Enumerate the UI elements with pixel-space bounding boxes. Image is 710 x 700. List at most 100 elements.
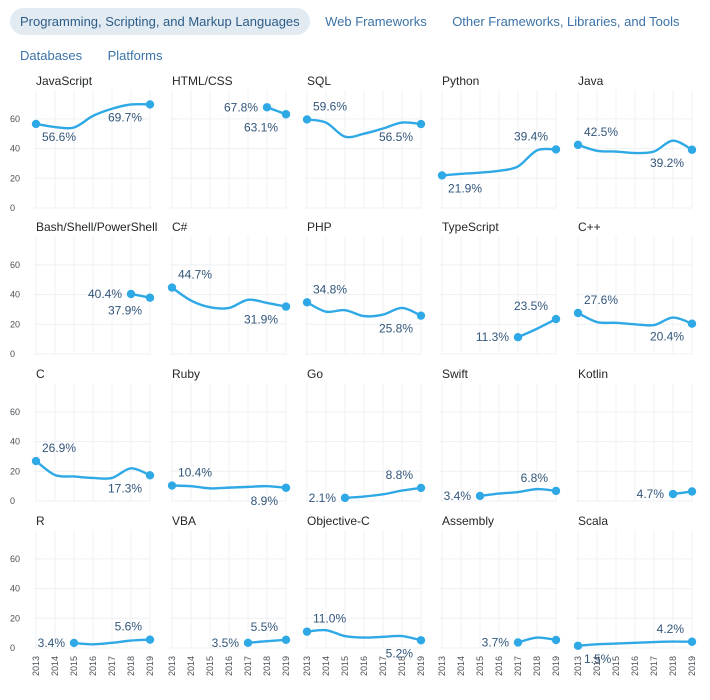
panel-title: HTML/CSS	[172, 74, 233, 88]
series-line	[72, 638, 152, 646]
start-point	[475, 491, 485, 501]
x-tick-label: 2018	[262, 656, 272, 676]
series-line	[34, 102, 152, 130]
x-tick-label: 2013	[302, 656, 312, 676]
series-line	[170, 286, 288, 310]
start-value-label: 3.7%	[482, 636, 510, 650]
end-value-label: 4.2%	[657, 622, 685, 636]
x-tick-label: 2019	[145, 656, 155, 676]
panel-php: PHP 34.8% 25.8%	[302, 220, 426, 355]
x-tick-label: 2015	[611, 656, 621, 676]
start-point	[243, 638, 253, 647]
start-point	[302, 115, 312, 124]
start-point	[31, 456, 41, 466]
panel-title: R	[36, 514, 45, 528]
end-point	[281, 635, 291, 645]
tab-databases[interactable]: Databases	[20, 48, 83, 63]
start-point	[126, 289, 136, 299]
tab-other-frameworks[interactable]: Other Frameworks, Libraries, and Tools	[452, 14, 680, 29]
small-multiples-chart: 0 20 40 60 JavaScript 56.6% 69.7% HTML/CSS 67.8%…	[10, 74, 697, 676]
x-tick-label: 2017	[649, 656, 659, 676]
start-value-label: 67.8%	[224, 100, 258, 114]
y-tick-label: 40	[10, 584, 20, 594]
panel-r: 0 20 40 60 2013 2014 2015 2016 2017 2018 2019 R 3.4%…	[10, 514, 155, 676]
x-tick-label: 2016	[359, 656, 369, 676]
end-value-label: 5.2%	[386, 646, 414, 660]
y-tick-label: 20	[10, 319, 20, 329]
panel-html-css: HTML/CSS 67.8% 63.1%	[170, 74, 291, 209]
x-tick-label: 2013	[437, 656, 447, 676]
x-tick-label: 2014	[456, 656, 466, 676]
panel-javascript: 0 20 40 60 JavaScript 56.6% 69.7%	[10, 74, 155, 213]
start-value-label: 34.8%	[313, 282, 347, 296]
end-point	[687, 637, 697, 646]
end-point	[551, 635, 561, 645]
panel-swift: Swift 3.4% 6.8%	[440, 367, 561, 503]
panel-title: TypeScript	[442, 220, 499, 234]
x-tick-label: 2014	[321, 656, 331, 676]
x-tick-label: 2014	[186, 656, 196, 676]
panel-title: PHP	[307, 220, 332, 234]
panel-title: Bash/Shell/PowerShell	[36, 220, 157, 234]
end-point	[416, 483, 426, 493]
start-value-label: 2.1%	[309, 491, 337, 505]
y-tick-label: 40	[10, 437, 20, 447]
series-line	[440, 147, 558, 177]
panel-title: Objective-C	[307, 514, 370, 528]
start-point	[167, 481, 177, 490]
x-tick-label: 2017	[107, 656, 117, 676]
x-tick-label: 2013	[573, 656, 583, 676]
start-value-label: 4.7%	[637, 487, 665, 501]
x-tick-label: 2014	[592, 656, 602, 676]
x-tick-label: 2018	[397, 656, 407, 676]
start-point	[302, 298, 312, 307]
panel-kotlin: Kotlin 4.7%	[576, 367, 697, 502]
panel-title: Go	[307, 367, 323, 381]
y-tick-label: 20	[10, 466, 20, 476]
end-point	[281, 483, 291, 492]
x-tick-label: 2017	[513, 656, 523, 676]
x-tick-label: 2015	[69, 656, 79, 676]
start-value-label: 40.4%	[88, 287, 122, 301]
tab-platforms[interactable]: Platforms	[107, 48, 163, 63]
tab-languages[interactable]: Programming, Scripting, and Markup Langu…	[10, 8, 310, 35]
panel-c: 0 20 40 60 C 26.9% 17.3%	[10, 367, 155, 506]
start-point	[437, 171, 447, 180]
panel-title: Python	[442, 74, 479, 88]
y-tick-label: 0	[10, 643, 15, 653]
start-point	[573, 641, 583, 650]
x-tick-label: 2015	[475, 656, 485, 676]
series-line	[246, 638, 288, 644]
panel-title: Java	[578, 74, 604, 88]
end-point	[145, 635, 155, 644]
end-value-label: 69.7%	[108, 110, 142, 124]
start-point	[31, 119, 41, 129]
y-tick-label: 60	[10, 554, 20, 564]
x-tick-label: 2015	[205, 656, 215, 676]
panel-title: Scala	[578, 514, 608, 528]
end-point	[687, 487, 697, 496]
panel-c: C++ 27.6% 20.4%	[573, 220, 697, 355]
series-line	[305, 301, 423, 318]
panel-title: VBA	[172, 514, 196, 528]
end-value-label: 25.8%	[379, 322, 413, 336]
end-point	[551, 145, 561, 154]
end-value-label: 8.9%	[251, 494, 279, 508]
series-line	[576, 640, 694, 647]
end-value-label: 31.9%	[244, 313, 278, 327]
panel-java: Java 42.5% 39.2%	[573, 74, 697, 209]
start-point	[513, 638, 523, 647]
y-tick-label: 60	[10, 260, 20, 270]
start-value-label: 3.5%	[212, 636, 240, 650]
panel-bash-shell-powershell: 0 20 40 60 Bash/Shell/PowerShell 40.4% 37.9%	[10, 220, 157, 359]
y-tick-label: 20	[10, 613, 20, 623]
panel-title: Assembly	[442, 514, 494, 528]
tab-web-frameworks[interactable]: Web Frameworks	[325, 14, 427, 29]
end-value-label: 39.2%	[650, 156, 684, 170]
start-value-label: 1.5%	[584, 652, 612, 666]
end-point	[551, 314, 561, 324]
end-point	[687, 319, 697, 328]
end-point	[281, 302, 291, 311]
start-point	[69, 638, 79, 648]
start-value-label: 59.6%	[313, 99, 347, 113]
